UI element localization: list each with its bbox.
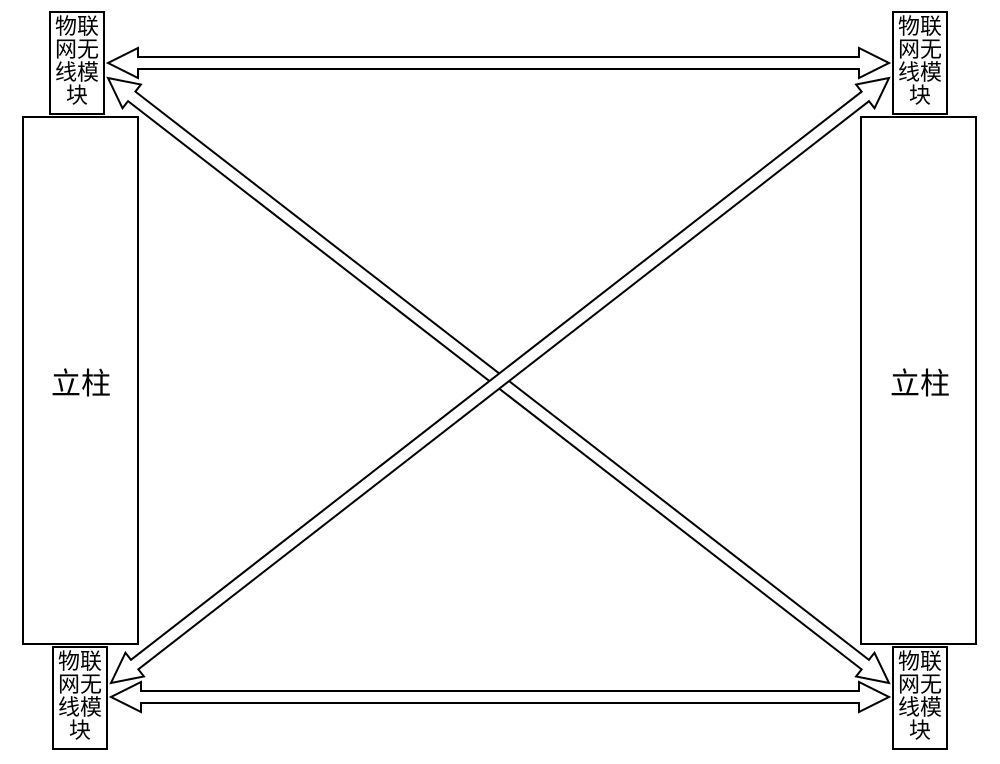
arrow-layer (0, 0, 1000, 764)
diagram-canvas: 立柱 立柱 物联 网无 线模 块 物联 网无 线模 块 物联 网无 线模 块 物… (0, 0, 1000, 764)
pillar-right-label: 立柱 (890, 368, 950, 401)
module-bottom-left: 物联 网无 线模 块 (52, 646, 108, 750)
module-top-left: 物联 网无 线模 块 (49, 11, 105, 115)
module-bottom-right: 物联 网无 线模 块 (892, 646, 948, 750)
module-top-right: 物联 网无 线模 块 (892, 11, 948, 115)
pillar-left-label: 立柱 (51, 368, 111, 401)
